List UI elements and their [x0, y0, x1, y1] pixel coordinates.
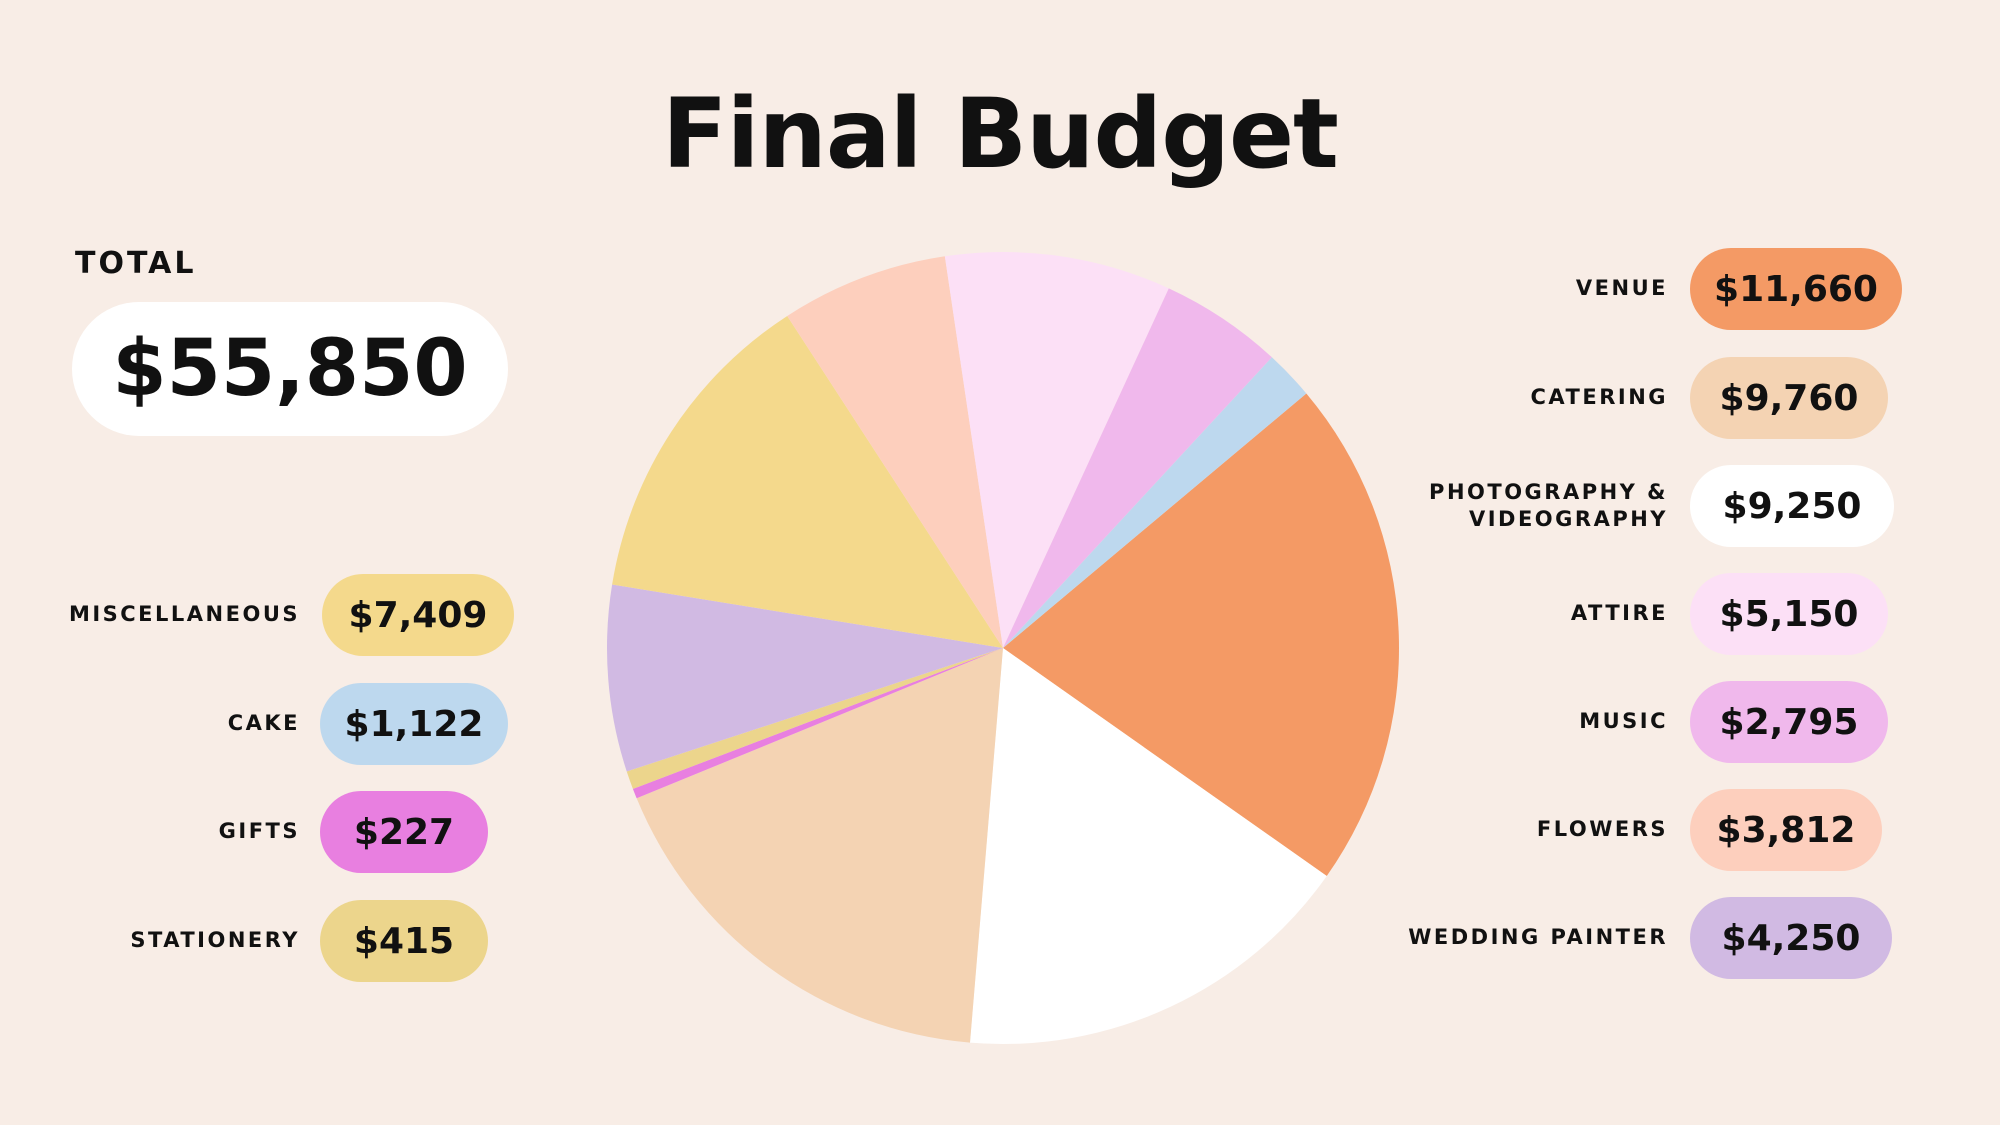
legend-amount-pill: $227 [320, 791, 488, 873]
legend-amount-pill: $5,150 [1690, 573, 1888, 655]
pie-slice-music [1003, 288, 1272, 648]
legend-amount-pill: $4,250 [1690, 897, 1892, 979]
legend-label: PHOTOGRAPHY & VIDEOGRAPHY [1429, 479, 1668, 531]
legend-item-cake: CAKE $1,122 [0, 683, 520, 765]
legend-item-gifts: GIFTS $227 [0, 791, 520, 873]
pie-slice-attire [944, 252, 1169, 648]
legend-item-catering: CATERING $9,760 [1300, 357, 2000, 439]
legend-amount-pill: $7,409 [322, 574, 514, 656]
pie-slice-photography-videography [969, 648, 1327, 1044]
legend-item-attire: ATTIRE $5,150 [1300, 573, 2000, 655]
legend-amount-pill: $9,760 [1690, 357, 1888, 439]
pie-slice-miscellaneous [612, 315, 1003, 648]
pie-slice-venue [1003, 393, 1399, 877]
legend-label: VENUE [1575, 276, 1668, 301]
legend-item-music: MUSIC $2,795 [1300, 681, 2000, 763]
pie-slice-flowers [787, 256, 1003, 648]
legend-label: ATTIRE [1570, 601, 1668, 626]
legend-label: STATIONERY [130, 928, 300, 953]
legend-item-wedding-painter: WEDDING PAINTER $4,250 [1300, 897, 2000, 979]
pie-slice-gifts [632, 648, 1003, 799]
legend-item-photography-videography: PHOTOGRAPHY & VIDEOGRAPHY $9,250 [1300, 465, 2000, 547]
legend-amount-pill: $415 [320, 900, 488, 982]
legend-item-stationery: STATIONERY $415 [0, 900, 520, 982]
legend-amount-pill: $3,812 [1690, 789, 1882, 871]
pie-slice-stationery [626, 648, 1003, 789]
legend-amount-pill: $1,122 [320, 683, 508, 765]
legend-amount-pill: $2,795 [1690, 681, 1888, 763]
legend-amount-pill: $9,250 [1690, 465, 1894, 547]
legend-label: FLOWERS [1536, 817, 1668, 842]
legend-label: MUSIC [1579, 709, 1668, 734]
pie-slice-catering [636, 648, 1003, 1043]
legend-label: WEDDING PAINTER [1408, 925, 1668, 950]
legend-item-miscellaneous: MISCELLANEOUS $7,409 [0, 574, 520, 656]
total-label: TOTAL [75, 246, 197, 281]
total-value-pill: $55,850 [72, 302, 508, 436]
legend-label: GIFTS [218, 819, 300, 844]
legend-label: CATERING [1530, 385, 1668, 410]
legend-label: MISCELLANEOUS [68, 602, 300, 627]
page-title: Final Budget [662, 78, 1339, 190]
pie-slice-cake [1003, 357, 1307, 648]
legend-item-flowers: FLOWERS $3,812 [1300, 789, 2000, 871]
legend-item-venue: VENUE $11,660 [1300, 248, 2000, 330]
pie-slice-wedding-painter [607, 584, 1003, 772]
legend-amount-pill: $11,660 [1690, 248, 1902, 330]
legend-label: CAKE [227, 711, 300, 736]
